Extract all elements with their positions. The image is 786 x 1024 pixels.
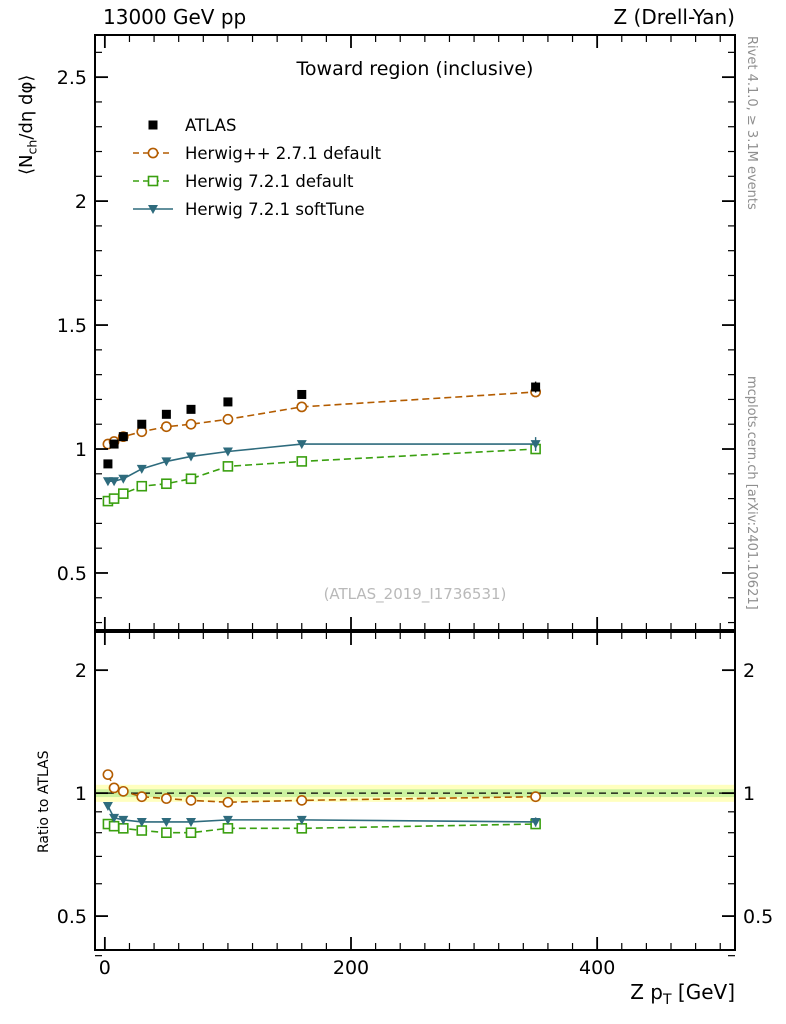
rivet-version-label: Rivet 4.1.0, ≥ 3.1M events xyxy=(744,36,759,210)
process-label: Z (Drell-Yan) xyxy=(613,5,735,29)
x-axis-label: Z pT [GeV] xyxy=(630,980,735,1008)
main-series-herwig-7-2-1-default xyxy=(102,443,541,507)
analysis-watermark: (ATLAS_2019_I1736531) xyxy=(323,585,507,603)
legend-label: Herwig++ 2.7.1 default xyxy=(185,143,382,163)
svg-text:1: 1 xyxy=(75,783,87,805)
svg-text:1: 1 xyxy=(75,439,87,461)
svg-text:2: 2 xyxy=(743,660,755,682)
ratio-band-inner xyxy=(95,789,735,798)
axis-tick-labels: 0.5 1 1.5 2 2.5 0.5 0.5 1 1 2 2 0 200 400 xyxy=(57,67,773,979)
axis-ticks xyxy=(95,35,735,957)
main-series-herwig-7-2-1-softtune xyxy=(102,437,541,487)
square-filled-icon xyxy=(148,120,158,130)
svg-text:2.5: 2.5 xyxy=(57,67,87,89)
legend-label: Herwig 7.2.1 softTune xyxy=(185,199,365,219)
triangle-down-filled-icon xyxy=(133,205,173,214)
ratio-series-herwig-2-7-1-default xyxy=(102,769,542,808)
svg-text:1: 1 xyxy=(743,783,755,805)
circle-open-icon xyxy=(133,147,173,159)
svg-text:2: 2 xyxy=(75,191,87,213)
svg-text:0.5: 0.5 xyxy=(57,906,87,928)
svg-text:1.5: 1.5 xyxy=(57,315,87,337)
legend-item-herwig-2-7-1-default: Herwig++ 2.7.1 default xyxy=(130,139,381,167)
svg-text:2: 2 xyxy=(75,660,87,682)
legend: ATLAS Herwig++ 2.7.1 default Herwig 7.2.1 … xyxy=(130,111,381,223)
legend-item-herwig-7-2-1-default: Herwig 7.2.1 default xyxy=(130,167,381,195)
legend-label: ATLAS xyxy=(185,115,237,135)
beam-energy-label: 13000 GeV pp xyxy=(103,5,247,29)
legend-item-atlas: ATLAS xyxy=(130,111,381,139)
ratio-frame xyxy=(94,631,736,951)
main-frame xyxy=(94,34,736,631)
legend-label: Herwig 7.2.1 default xyxy=(185,171,354,191)
svg-text:0.5: 0.5 xyxy=(57,563,87,585)
main-y-axis-label: ⟨Nch/dη dφ⟩ xyxy=(16,74,40,175)
main-series-atlas xyxy=(103,381,541,469)
legend-item-herwig-7-2-1-softtune: Herwig 7.2.1 softTune xyxy=(130,195,381,223)
svg-text:0: 0 xyxy=(99,957,111,979)
svg-text:200: 200 xyxy=(333,957,369,979)
ratio-series-herwig-7-2-1-softtune xyxy=(102,801,541,827)
svg-text:0.5: 0.5 xyxy=(743,906,773,928)
mcplots-source-label: mcplots.cern.ch [arXiv:2401.10621] xyxy=(744,376,759,610)
plot-title: Toward region (inclusive) xyxy=(296,58,534,80)
svg-text:400: 400 xyxy=(579,957,615,979)
ratio-y-axis-label: Ratio to ATLAS xyxy=(36,750,52,853)
square-open-icon xyxy=(133,175,173,187)
